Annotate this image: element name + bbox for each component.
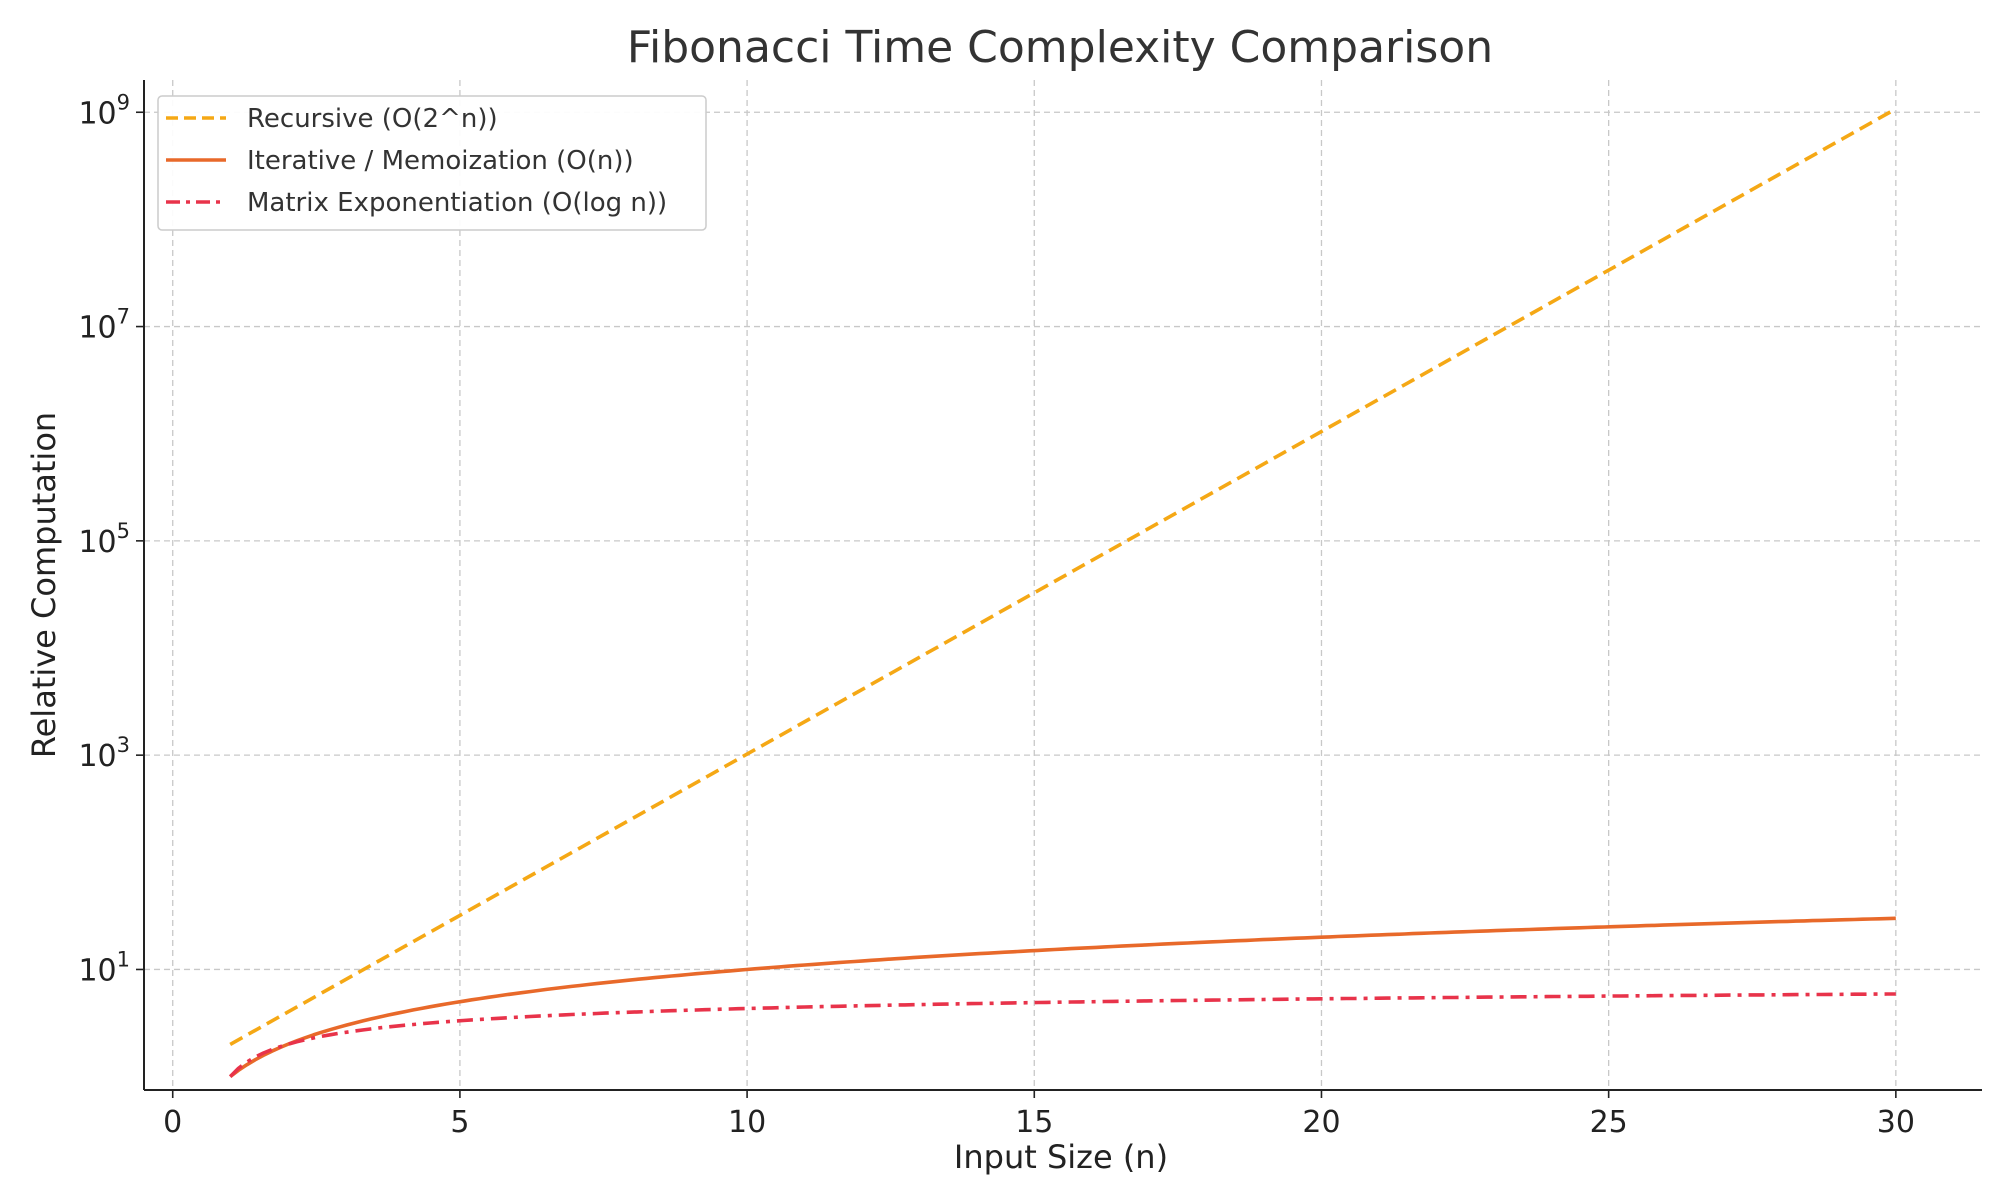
- x-tick-label: 0: [163, 1105, 182, 1140]
- legend-label: Iterative / Memoization (O(n)): [247, 146, 634, 176]
- y-tick-label: 101: [78, 947, 130, 988]
- y-tick-base: 10: [78, 953, 116, 988]
- x-axis-label: Input Size (n): [954, 1138, 1168, 1176]
- y-tick-base: 10: [78, 739, 116, 774]
- y-tick-exponent: 7: [117, 305, 130, 329]
- x-tick-label: 10: [728, 1105, 766, 1140]
- legend: Recursive (O(2^n)) Iterative / Memoizatio…: [157, 95, 707, 231]
- y-tick-base: 10: [78, 525, 116, 560]
- grid: [144, 80, 1982, 1090]
- x-tick-label: 15: [1015, 1105, 1053, 1140]
- y-axis-label: Relative Computation: [25, 412, 63, 758]
- y-tick-label: 103: [78, 733, 130, 774]
- y-tick-exponent: 9: [117, 90, 130, 114]
- series-line-2: [229, 916, 1896, 1079]
- series-layer: [228, 107, 1897, 1079]
- y-tick-exponent: 3: [117, 733, 130, 757]
- y-tick-label: 107: [78, 305, 130, 346]
- x-tick-label: 5: [450, 1105, 469, 1140]
- y-tick-exponent: 1: [117, 947, 130, 971]
- legend-label: Matrix Exponentiation (O(log n)): [247, 188, 667, 218]
- series-line-1: [229, 107, 1897, 1046]
- series-line-3: [228, 992, 1896, 1078]
- y-tick-exponent: 5: [117, 519, 130, 543]
- chart-title: Fibonacci Time Complexity Comparison: [627, 22, 1493, 73]
- legend-label: Recursive (O(2^n)): [247, 104, 498, 134]
- x-tick-label: 20: [1302, 1105, 1340, 1140]
- y-tick-label: 109: [78, 90, 130, 131]
- axes: [136, 80, 1982, 1098]
- x-tick-label: 25: [1590, 1105, 1628, 1140]
- y-tick-base: 10: [78, 311, 116, 346]
- x-tick-label: 30: [1877, 1105, 1915, 1140]
- y-tick-label: 105: [78, 519, 130, 560]
- y-tick-base: 10: [78, 96, 116, 131]
- legend-box: [157, 95, 707, 231]
